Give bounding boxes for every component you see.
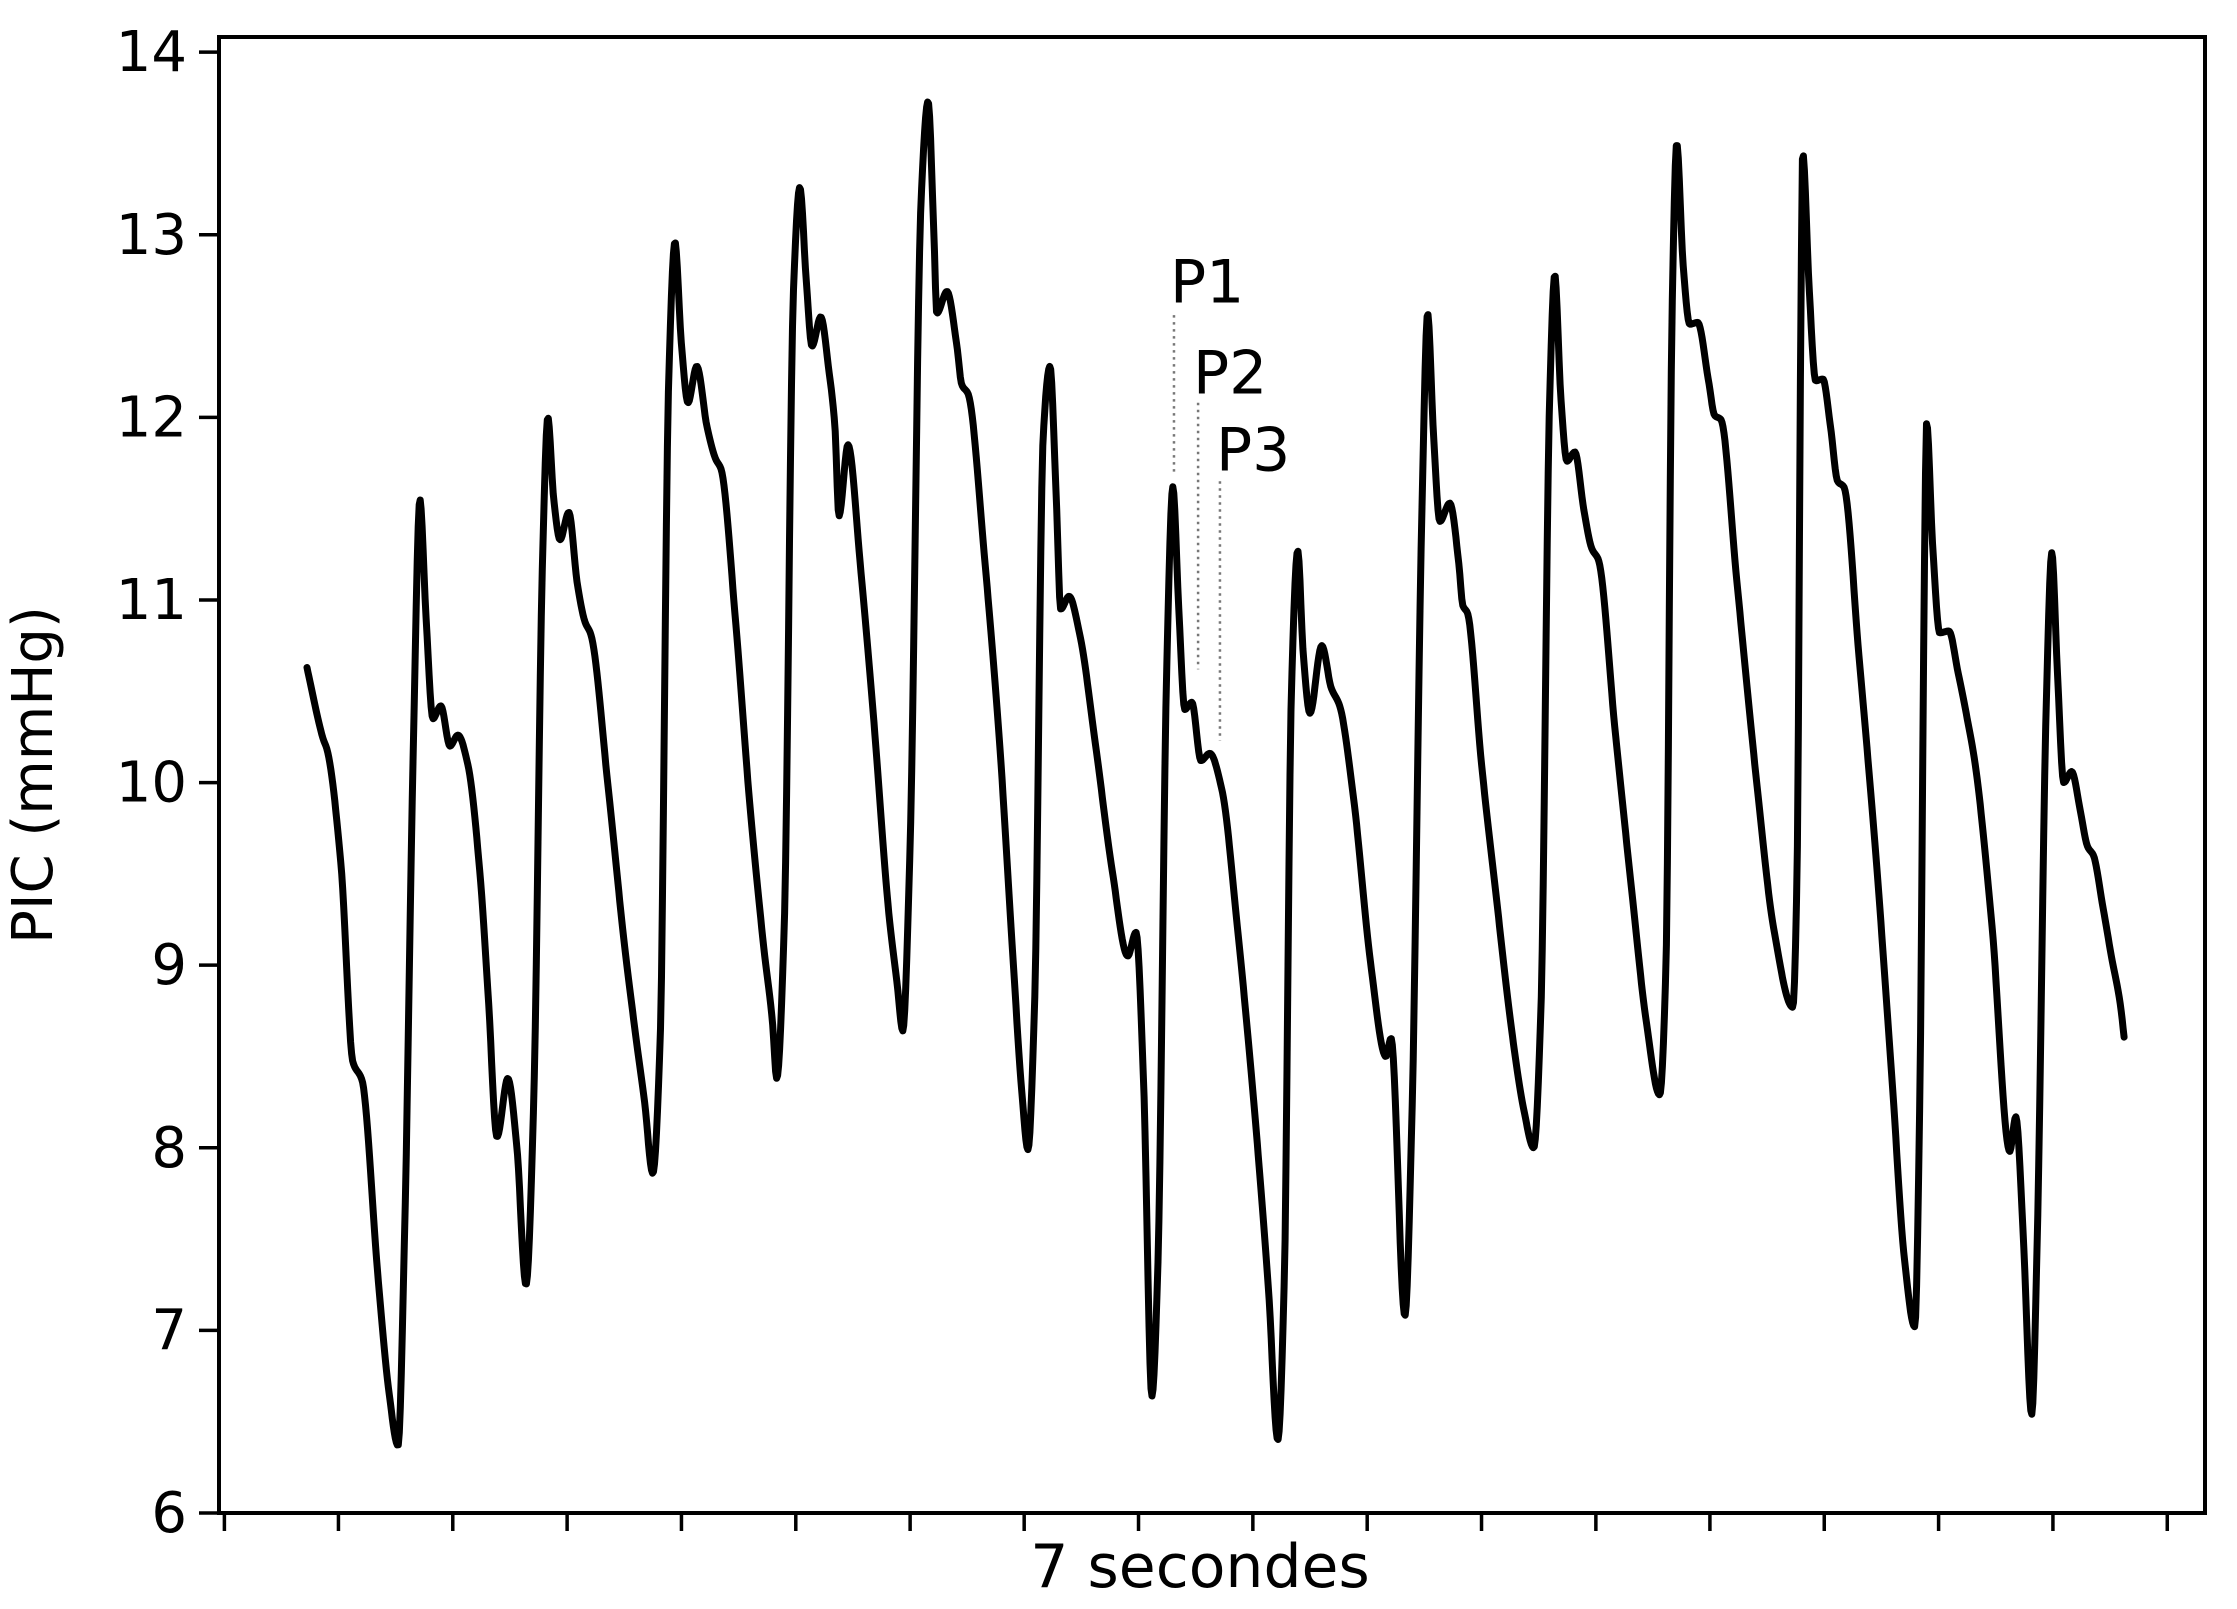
annotation-label-p2: P2 xyxy=(1193,339,1267,409)
y-tick-label: 6 xyxy=(151,1481,187,1546)
y-tick-label: 8 xyxy=(151,1116,187,1181)
y-tick-label: 13 xyxy=(116,203,187,268)
y-axis-title: PIC (mmHg) xyxy=(1,606,66,944)
y-tick-label: 11 xyxy=(116,568,187,633)
axes-frame xyxy=(217,35,2207,1515)
icp-pressure-trace xyxy=(303,98,2128,1449)
plot-frame xyxy=(217,35,2207,1515)
x-axis-ticks xyxy=(222,1513,2170,1531)
y-axis-ticks: 6 7 8 9 10 11 12 13 14 xyxy=(116,20,219,1546)
icp-trace-line xyxy=(303,98,2128,1449)
y-tick-label: 10 xyxy=(116,751,187,816)
y-tick-label: 14 xyxy=(116,20,187,85)
x-axis-title: 7 secondes xyxy=(1030,1532,1369,1602)
y-tick-label: 12 xyxy=(116,385,187,450)
y-tick-label: 9 xyxy=(151,933,187,998)
annotation-label-p1: P1 xyxy=(1170,247,1244,317)
annotation-label-p3: P3 xyxy=(1216,415,1290,485)
y-tick-label: 7 xyxy=(151,1298,187,1363)
